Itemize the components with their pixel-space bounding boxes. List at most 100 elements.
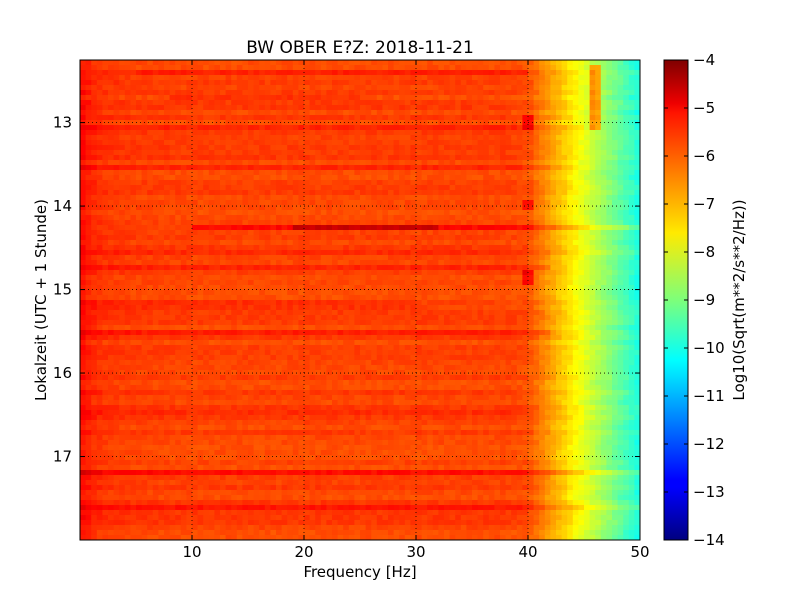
heatmap-cell (421, 210, 428, 216)
heatmap-cell (332, 200, 339, 206)
heatmap-cell (628, 120, 635, 126)
heatmap-cell (572, 85, 579, 91)
heatmap-cell (164, 220, 171, 226)
heatmap-cell (315, 270, 322, 276)
heatmap-cell (225, 185, 232, 191)
heatmap-cell (488, 240, 495, 246)
heatmap-cell (399, 135, 406, 141)
heatmap-cell (320, 100, 327, 106)
heatmap-cell (472, 75, 479, 81)
heatmap-cell (544, 165, 551, 171)
heatmap-cell (623, 155, 630, 161)
heatmap-cell (556, 195, 563, 201)
heatmap-cell (410, 205, 417, 211)
heatmap-cell (326, 255, 333, 261)
heatmap-cell (494, 175, 501, 181)
heatmap-cell (444, 280, 451, 286)
heatmap-cell (561, 200, 568, 206)
heatmap-cell (472, 105, 479, 111)
heatmap-cell (404, 270, 411, 276)
heatmap-cell (612, 270, 619, 276)
heatmap-cell (511, 265, 518, 271)
heatmap-cell (354, 260, 361, 266)
heatmap-cell (612, 260, 619, 266)
heatmap-cell (175, 190, 182, 196)
heatmap-cell (578, 140, 585, 146)
heatmap-cell (326, 170, 333, 176)
heatmap-cell (483, 120, 490, 126)
heatmap-cell (304, 135, 311, 141)
heatmap-cell (102, 220, 109, 226)
heatmap-cell (533, 265, 540, 271)
heatmap-cell (192, 165, 199, 171)
heatmap-cell (85, 115, 92, 121)
heatmap-cell (214, 150, 221, 156)
heatmap-cell (220, 255, 227, 261)
heatmap-cell (444, 255, 451, 261)
heatmap-cell (522, 290, 529, 296)
heatmap-cell (337, 255, 344, 261)
heatmap-cell (376, 95, 383, 101)
heatmap-cell (85, 265, 92, 271)
heatmap-cell (612, 125, 619, 131)
heatmap-cell (80, 245, 87, 251)
heatmap-cell (113, 90, 120, 96)
heatmap-cell (550, 240, 557, 246)
heatmap-cell (225, 220, 232, 226)
heatmap-cell (80, 135, 87, 141)
heatmap-cell (393, 255, 400, 261)
heatmap-cell (136, 270, 143, 276)
heatmap-cell (203, 195, 210, 201)
heatmap-cell (393, 155, 400, 161)
heatmap-cell (354, 90, 361, 96)
heatmap-cell (432, 235, 439, 241)
heatmap-cell (354, 190, 361, 196)
heatmap-cell (192, 215, 199, 221)
heatmap-cell (332, 105, 339, 111)
heatmap-cell (152, 205, 159, 211)
heatmap-cell (242, 100, 249, 106)
heatmap-cell (584, 65, 591, 71)
heatmap-cell (354, 160, 361, 166)
heatmap-cell (382, 70, 389, 76)
heatmap-cell (376, 265, 383, 271)
heatmap-cell (393, 285, 400, 291)
heatmap-cell (309, 115, 316, 121)
heatmap-cell (164, 230, 171, 236)
heatmap-cell (382, 175, 389, 181)
heatmap-cell (113, 165, 120, 171)
heatmap-cell (360, 180, 367, 186)
heatmap-cell (550, 260, 557, 266)
heatmap-cell (242, 225, 249, 231)
heatmap-cell (438, 275, 445, 281)
heatmap-cell (276, 60, 283, 66)
heatmap-cell (438, 100, 445, 106)
heatmap-cell (175, 80, 182, 86)
heatmap-cell (326, 180, 333, 186)
heatmap-cell (208, 180, 215, 186)
heatmap-cell (130, 175, 137, 181)
heatmap-cell (225, 105, 232, 111)
heatmap-cell (96, 225, 103, 231)
heatmap-cell (119, 280, 126, 286)
heatmap-cell (444, 75, 451, 81)
heatmap-cell (533, 90, 540, 96)
heatmap-cell (304, 175, 311, 181)
heatmap-cell (556, 205, 563, 211)
heatmap-cell (399, 295, 406, 301)
heatmap-cell (421, 260, 428, 266)
heatmap-cell (225, 100, 232, 106)
heatmap-cell (500, 175, 507, 181)
heatmap-cell (365, 195, 372, 201)
heatmap-cell (623, 180, 630, 186)
heatmap-cell (85, 60, 92, 66)
heatmap-cell (567, 210, 574, 216)
heatmap-cell (483, 60, 490, 66)
heatmap-cell (102, 305, 109, 311)
heatmap-cell (315, 200, 322, 206)
heatmap-cell (102, 170, 109, 176)
heatmap-cell (628, 150, 635, 156)
heatmap-cell (606, 105, 613, 111)
heatmap-cell (438, 285, 445, 291)
heatmap-cell (628, 145, 635, 151)
